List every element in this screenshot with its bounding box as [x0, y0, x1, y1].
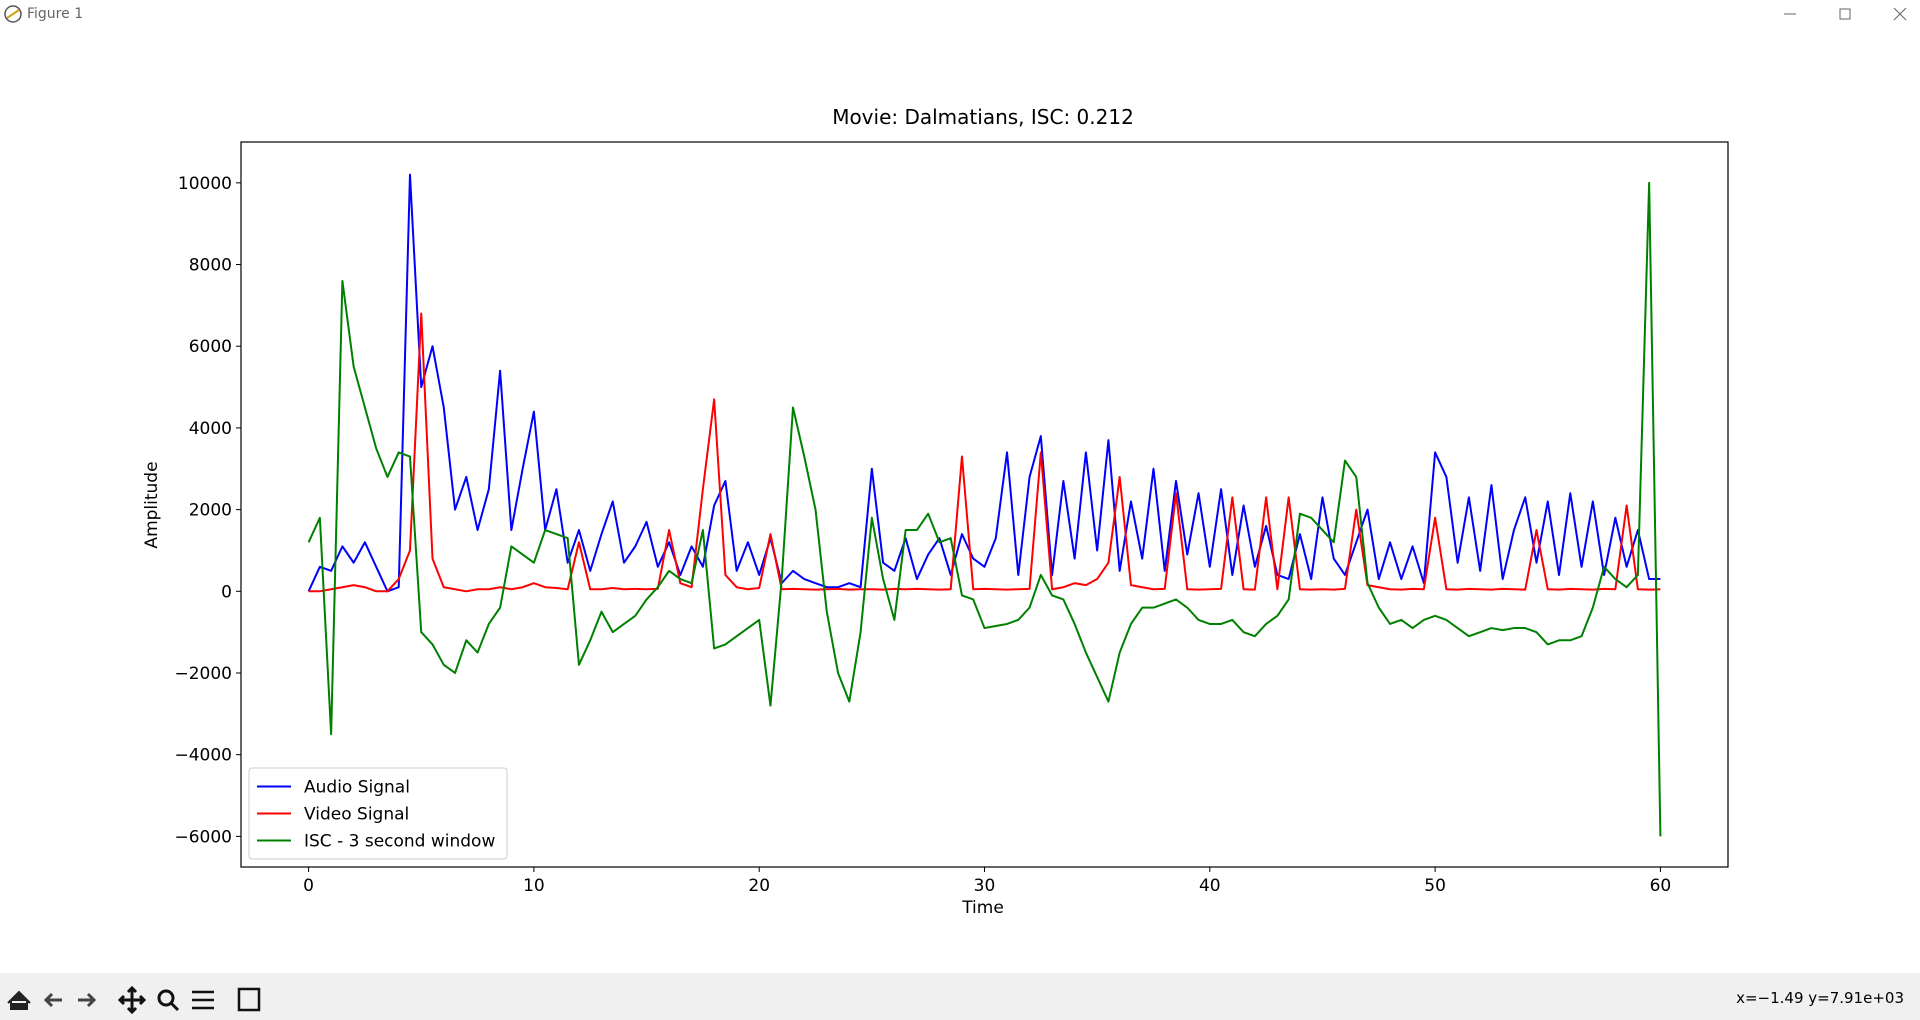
y-tick-label: 0	[221, 582, 232, 602]
forward-button[interactable]	[78, 992, 97, 1008]
x-tick-label: 10	[523, 876, 545, 896]
figure: Movie: Dalmatians, ISC: 0.212 Time Ampli…	[142, 105, 1729, 918]
legend-label: Video Signal	[304, 805, 409, 825]
x-tick-label: 40	[1199, 876, 1221, 896]
y-axis-label: Amplitude	[142, 461, 162, 548]
chart-title: Movie: Dalmatians, ISC: 0.212	[832, 105, 1134, 129]
back-button[interactable]	[43, 992, 62, 1008]
data-line	[308, 312, 1661, 593]
close[interactable]	[1893, 7, 1907, 21]
cursor-coordinates: x=−1.49 y=7.91e+03	[1736, 989, 1904, 1007]
zoom-button[interactable]	[157, 989, 180, 1012]
y-tick-label: −6000	[174, 827, 232, 847]
maximize[interactable]	[1839, 8, 1851, 20]
legend: Audio Signal Video Signal ISC - 3 second w…	[248, 767, 508, 860]
title-bar: Figure 1	[0, 0, 1920, 28]
y-tick-label: −4000	[174, 746, 232, 766]
legend-label: ISC - 3 second window	[304, 832, 495, 852]
data-line	[307, 181, 1662, 837]
y-tick-label: −2000	[174, 664, 232, 684]
y-tick-label: 2000	[189, 501, 232, 521]
home-button[interactable]	[7, 990, 31, 1010]
y-tick-label: 8000	[189, 256, 232, 276]
app-icon	[4, 5, 22, 23]
y-tick-label: 6000	[189, 337, 232, 357]
y-tick-label: 10000	[178, 174, 232, 194]
window-controls[interactable]	[1770, 0, 1920, 28]
x-tick-label: 0	[303, 876, 314, 896]
y-tick-label: 4000	[189, 419, 232, 439]
x-axis-label: Time	[961, 898, 1004, 918]
legend-box	[248, 767, 508, 860]
toolbar: x=−1.49 y=7.91e+03	[0, 973, 1920, 1020]
x-tick-label: 60	[1650, 876, 1672, 896]
pan-button[interactable]	[117, 985, 147, 1015]
toolbar-buttons	[7, 985, 261, 1015]
save-button[interactable]	[237, 987, 261, 1012]
configure-button[interactable]	[192, 990, 214, 1010]
x-tick-label: 20	[748, 876, 770, 896]
data-line	[307, 173, 1661, 593]
x-tick-label: 30	[974, 876, 996, 896]
window-title: Figure 1	[27, 6, 84, 22]
legend-label: Audio Signal	[304, 778, 410, 798]
x-tick-label: 50	[1424, 876, 1446, 896]
plot-frame	[240, 141, 1729, 868]
